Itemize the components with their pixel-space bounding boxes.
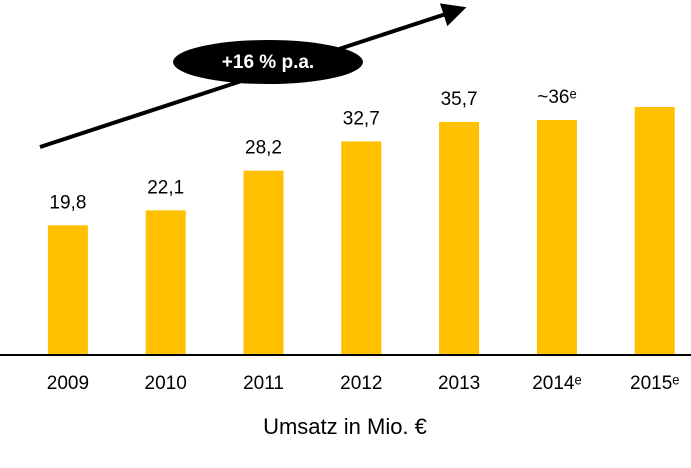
bar (47, 225, 88, 354)
value-label: 22,1 (147, 177, 184, 198)
annotation: +16 % p.a. (222, 52, 314, 73)
bar (145, 210, 186, 354)
bar (439, 121, 480, 354)
x-tick-label: 2015ᵉ (630, 373, 679, 394)
bar (243, 170, 284, 354)
bar (341, 141, 382, 354)
x-tick-label: 2014ᵉ (532, 373, 581, 394)
x-tick-label: 2012 (340, 373, 382, 394)
annotation-badge (173, 40, 363, 84)
value-label: 28,2 (245, 138, 282, 159)
x-tick-label: 2009 (47, 373, 89, 394)
x-tick-label: 2013 (438, 373, 480, 394)
value-label: 19,8 (49, 192, 86, 213)
value-label: 32,7 (343, 108, 380, 129)
bar (536, 120, 577, 354)
value-label: 35,7 (441, 89, 478, 110)
x-tick-label: 2010 (145, 373, 187, 394)
bar (634, 107, 675, 354)
x-tick-label: 2011 (243, 373, 284, 394)
value-label: ~36ᵉ (537, 87, 576, 108)
x-axis-label: Umsatz in Mio. € (263, 414, 427, 439)
